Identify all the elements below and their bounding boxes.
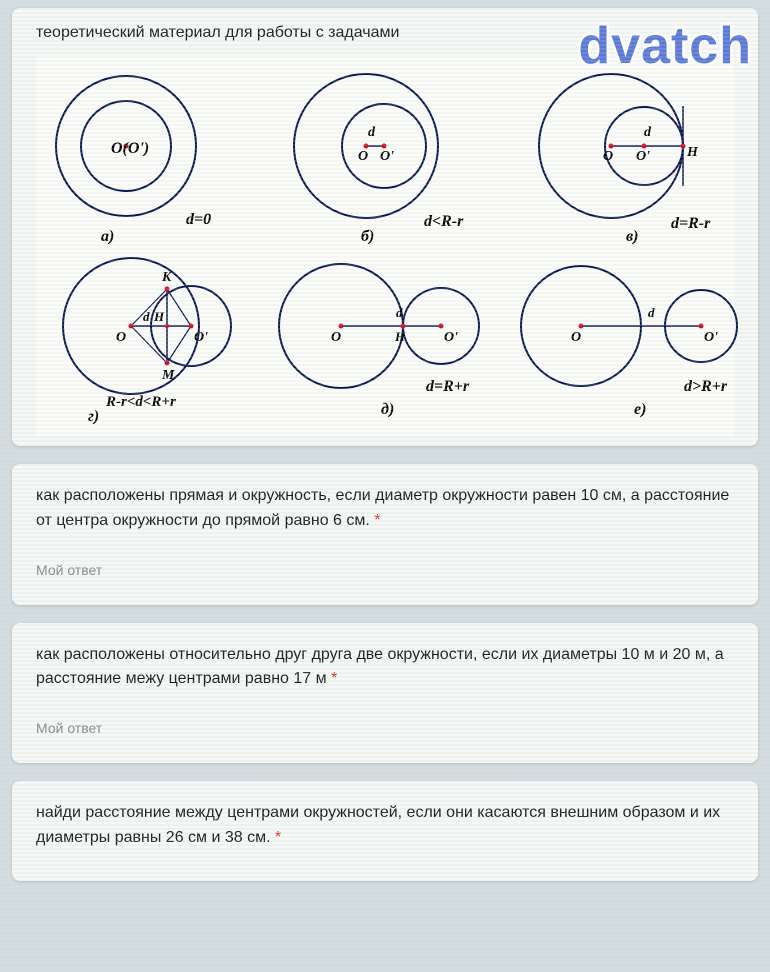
question-2-text: как расположены относительно друг друга …: [36, 643, 734, 693]
svg-text:O: O: [358, 149, 368, 164]
svg-text:д): д): [381, 401, 394, 418]
svg-text:O(O'): O(O'): [111, 140, 149, 157]
diagram-a: O(O') d=0 а): [56, 76, 211, 245]
svg-text:d: d: [648, 305, 655, 320]
svg-text:б): б): [361, 228, 374, 245]
question-card-1: как расположены прямая и окружность, есл…: [12, 464, 758, 605]
diagram-d: O O' d H d=R+r д): [279, 264, 479, 418]
svg-text:H: H: [153, 309, 165, 324]
svg-text:d=R-r: d=R-r: [671, 215, 711, 232]
svg-text:R-r<d<R+r: R-r<d<R+r: [105, 394, 176, 410]
svg-text:O': O': [380, 149, 394, 164]
diagram-v: O O' d H d=R-r в): [539, 74, 711, 245]
answer-input-1[interactable]: Мой ответ: [36, 562, 734, 585]
diagram-area: O(O') d=0 а) O O' d d<R-r б): [36, 56, 734, 436]
svg-text:d: d: [143, 309, 150, 324]
diagram-b: O O' d d<R-r б): [294, 74, 464, 245]
svg-text:O: O: [116, 330, 126, 345]
answer-input-2[interactable]: Мой ответ: [36, 720, 734, 743]
svg-text:O': O': [636, 149, 650, 164]
svg-text:O': O': [444, 330, 458, 345]
svg-text:O: O: [603, 149, 613, 164]
watermark: dvatch: [578, 16, 752, 76]
svg-text:в): в): [626, 228, 638, 245]
svg-text:d=R+r: d=R+r: [426, 378, 470, 395]
svg-text:K: K: [161, 270, 173, 285]
svg-text:е): е): [634, 401, 646, 418]
svg-text:г): г): [88, 408, 99, 425]
svg-text:d=0: d=0: [186, 211, 211, 228]
svg-text:d>R+r: d>R+r: [684, 378, 728, 395]
svg-text:O': O': [194, 330, 208, 345]
question-card-3: найди расстояние между центрами окружнос…: [12, 781, 758, 881]
question-1-text: как расположены прямая и окружность, есл…: [36, 484, 734, 534]
svg-text:O: O: [331, 330, 341, 345]
svg-text:O': O': [704, 330, 718, 345]
question-card-2: как расположены относительно друг друга …: [12, 623, 758, 764]
diagram-e: O O' d d>R+r е): [521, 266, 737, 418]
svg-text:O: O: [571, 330, 581, 345]
svg-text:M: M: [161, 368, 175, 383]
diagram-g: O O' d H K M R-r<d<R+r г): [63, 258, 231, 425]
svg-text:d: d: [644, 125, 652, 140]
svg-text:а): а): [101, 228, 114, 245]
svg-text:H: H: [686, 145, 699, 160]
svg-text:d: d: [396, 305, 403, 320]
question-3-text: найди расстояние между центрами окружнос…: [36, 801, 734, 851]
svg-text:H: H: [394, 329, 406, 344]
svg-text:d<R-r: d<R-r: [424, 213, 464, 230]
circles-diagram: O(O') d=0 а) O O' d d<R-r б): [36, 56, 756, 436]
svg-text:d: d: [368, 125, 376, 140]
